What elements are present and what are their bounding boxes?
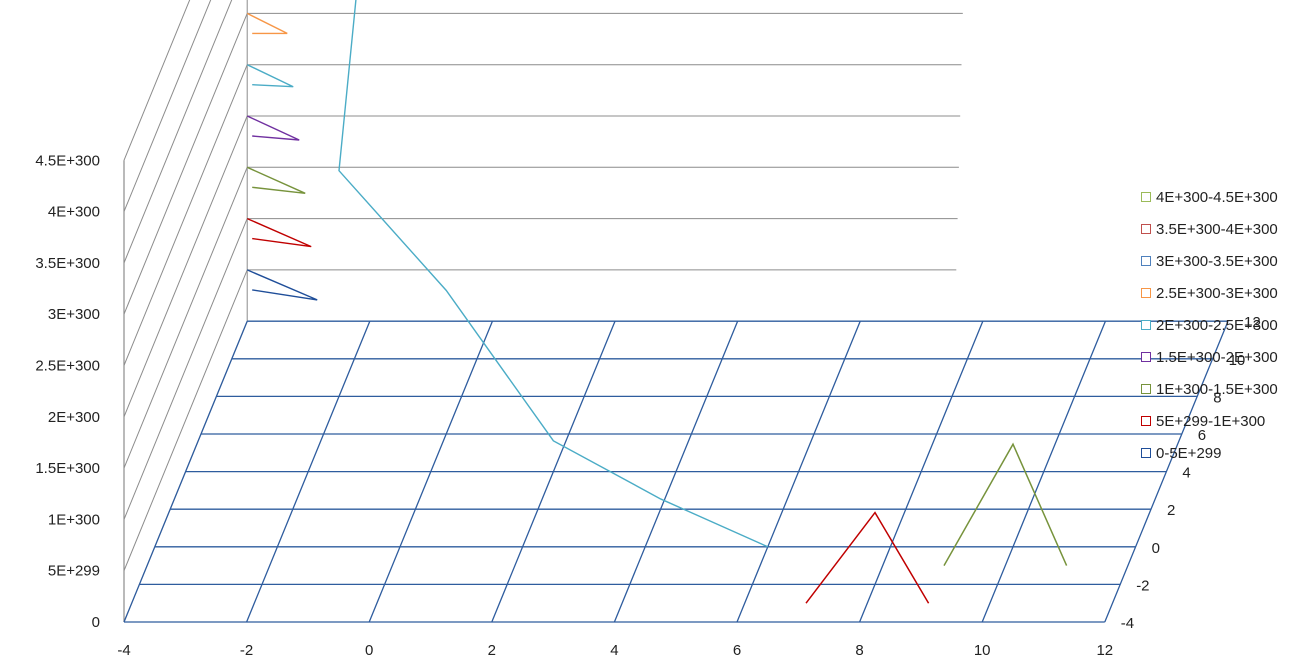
y-tick-label: 12	[1244, 314, 1261, 331]
side-gridline	[123, 269, 248, 571]
side-gridline	[123, 0, 191, 161]
surface-peak-line	[943, 442, 1068, 566]
legend-swatch	[1141, 288, 1151, 298]
y-tick-labels: -4 -2 0 2 4 6 8 10 12	[1121, 314, 1261, 632]
surface-band-line	[246, 12, 288, 35]
x-tick-label: 4	[610, 642, 618, 659]
legend-label: 2E+300-2.5E+300	[1156, 316, 1278, 334]
legend-item: 3.5E+300-4E+300	[1141, 213, 1278, 245]
floor-gridline-x	[123, 320, 248, 623]
surface-ridge-line	[338, 0, 769, 548]
surface-band-line	[246, 217, 312, 248]
x-tick-label: -2	[240, 642, 253, 659]
side-gridline	[123, 115, 248, 417]
surface-band-line	[246, 166, 306, 194]
x-tick-label: 8	[855, 642, 863, 659]
y-tick-label: 8	[1213, 389, 1221, 406]
legend-label: 3E+300-3.5E+300	[1156, 252, 1278, 270]
legend-item: 4E+300-4.5E+300	[1141, 181, 1278, 213]
side-gridline	[123, 13, 248, 315]
x-tick-label: 0	[365, 642, 373, 659]
floor-grid	[123, 320, 1229, 623]
floor-gridline-x	[491, 320, 616, 623]
x-tick-label: 6	[733, 642, 741, 659]
z-tick-label: 4E+300	[48, 204, 100, 221]
floor-gridline-x	[613, 320, 739, 623]
legend-label: 1.5E+300-2E+300	[1156, 348, 1278, 366]
legend-item: 3E+300-3.5E+300	[1141, 245, 1278, 277]
surface-band-line	[246, 115, 300, 141]
legend-item: 1.5E+300-2E+300	[1141, 341, 1278, 373]
side-gridline	[123, 0, 212, 212]
x-tick-label: 10	[974, 642, 991, 659]
side-gridline	[123, 64, 248, 366]
legend-label: 3.5E+300-4E+300	[1156, 220, 1278, 238]
floor-gridline-x	[981, 320, 1107, 623]
x-tick-labels: -4 -2 0 2 4 6 8 10 12	[117, 642, 1113, 659]
z-tick-labels: 0 5E+299 1E+300 1.5E+300 2E+300 2.5E+300 3E+30…	[35, 152, 100, 631]
legend-item: 0-5E+299	[1141, 437, 1278, 469]
x-tick-label: 2	[488, 642, 496, 659]
legend-item: 2.5E+300-3E+300	[1141, 277, 1278, 309]
y-tick-label: 2	[1167, 502, 1175, 519]
legend-swatch	[1141, 384, 1151, 394]
legend-item: 5E+299-1E+300	[1141, 405, 1278, 437]
surface-peak-line	[805, 511, 930, 604]
floor-gridline-x	[736, 320, 861, 623]
y-tick-label: 4	[1182, 465, 1190, 482]
side-gridline	[123, 167, 248, 469]
legend-label: 2.5E+300-3E+300	[1156, 284, 1278, 302]
z-tick-label: 2E+300	[48, 409, 100, 426]
legend-label: 0-5E+299	[1156, 444, 1222, 462]
surface-band-line	[246, 64, 294, 88]
surface-wireframe	[246, 0, 1068, 604]
x-tick-label: 12	[1096, 642, 1113, 659]
legend: 4E+300-4.5E+300 3.5E+300-4E+300 3E+300-3.5…	[1141, 181, 1278, 469]
z-tick-label: 0	[92, 614, 100, 631]
y-tick-label: 6	[1198, 427, 1206, 444]
z-tick-label: 3.5E+300	[35, 255, 100, 272]
y-tick-label: 0	[1152, 540, 1160, 557]
y-tick-label: -2	[1136, 577, 1149, 594]
floor-gridline-x	[858, 320, 984, 623]
side-gridline	[123, 218, 248, 520]
legend-item: 2E+300-2.5E+300	[1141, 309, 1278, 341]
z-tick-label: 4.5E+300	[35, 152, 100, 169]
z-tick-label: 3E+300	[48, 306, 100, 323]
side-gridline	[123, 0, 233, 264]
legend-label: 1E+300-1.5E+300	[1156, 380, 1278, 398]
y-tick-label: 10	[1229, 352, 1246, 369]
legend-label: 4E+300-4.5E+300	[1156, 188, 1278, 206]
floor-gridline-x	[368, 320, 494, 623]
legend-swatch	[1141, 224, 1151, 234]
z-tick-label: 1E+300	[48, 511, 100, 528]
legend-swatch	[1141, 448, 1151, 458]
z-axis	[123, 0, 248, 622]
surface-band-line	[246, 269, 318, 301]
legend-swatch	[1141, 352, 1151, 362]
z-tick-label: 5E+299	[48, 563, 100, 580]
z-tick-label: 1.5E+300	[35, 460, 100, 477]
legend-swatch	[1141, 192, 1151, 202]
x-tick-label: -4	[117, 642, 130, 659]
y-tick-label: -4	[1121, 615, 1134, 632]
legend-label: 5E+299-1E+300	[1156, 412, 1266, 430]
floor-gridline-x	[245, 320, 371, 623]
legend-item: 1E+300-1.5E+300	[1141, 373, 1278, 405]
legend-swatch	[1141, 320, 1151, 330]
legend-swatch	[1141, 256, 1151, 266]
z-tick-label: 2.5E+300	[35, 358, 100, 375]
floor-gridline-x	[1104, 320, 1229, 623]
wall-gridlines	[123, 0, 963, 623]
legend-swatch	[1141, 416, 1151, 426]
